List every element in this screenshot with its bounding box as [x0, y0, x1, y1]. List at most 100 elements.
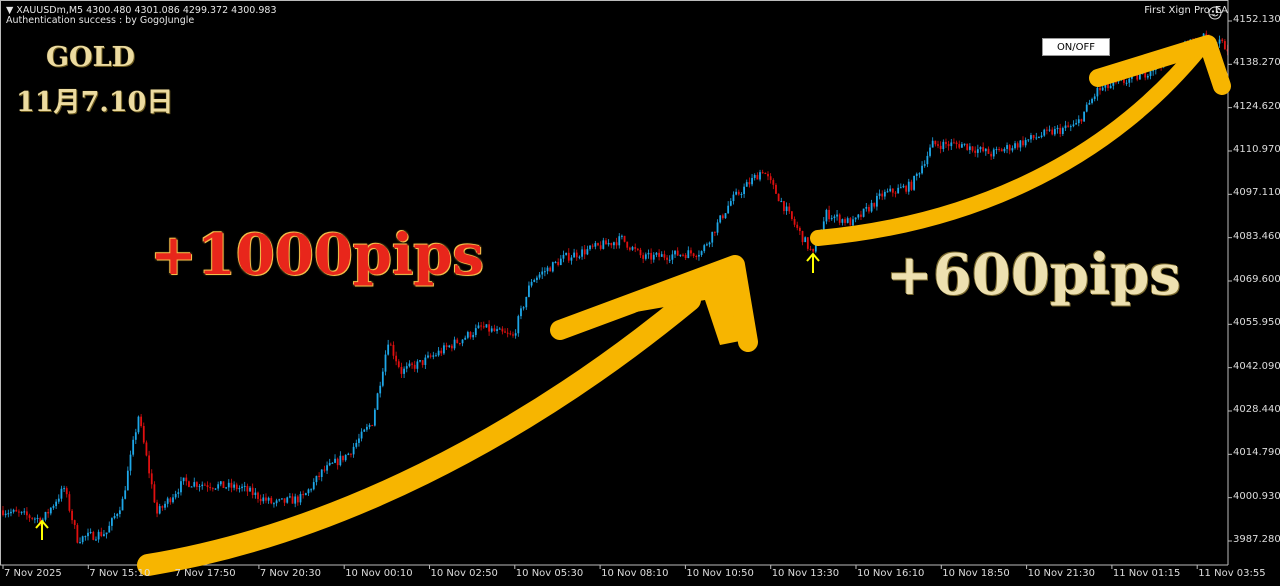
candle [1000, 149, 1003, 152]
candle [846, 218, 849, 223]
candle [684, 254, 687, 259]
candle [894, 192, 897, 194]
candle [148, 455, 150, 474]
candle [23, 511, 26, 513]
candle [796, 224, 799, 228]
candle [1083, 111, 1085, 122]
candles [2, 30, 1229, 545]
candle [870, 202, 873, 212]
candle [39, 517, 42, 524]
candle [1128, 78, 1131, 83]
candle [1091, 98, 1093, 103]
candle [530, 281, 533, 286]
candle [844, 219, 846, 223]
candle [724, 213, 727, 219]
candle [533, 279, 536, 282]
axis-ticks [2, 20, 1232, 569]
candle [387, 344, 390, 355]
candle [703, 245, 706, 252]
candle [961, 144, 963, 148]
candle [355, 442, 358, 447]
candle [366, 426, 368, 430]
trend-arrow-1 [137, 255, 758, 576]
candle [288, 496, 291, 498]
candle [785, 206, 788, 212]
candle [424, 357, 427, 365]
candle [838, 214, 841, 223]
candle [788, 206, 791, 212]
candle [650, 252, 653, 260]
candle [235, 484, 238, 490]
candle [421, 360, 424, 365]
candle [621, 235, 623, 237]
candle [551, 262, 554, 272]
candle [1030, 135, 1032, 140]
candle [432, 355, 435, 357]
candle [809, 248, 812, 250]
candle [352, 446, 355, 455]
candle [1223, 41, 1226, 50]
candle [950, 142, 953, 147]
candle [76, 525, 79, 543]
candle [732, 194, 735, 202]
candle [379, 385, 382, 394]
candle [541, 271, 544, 275]
price-tick-label: 4042.090 [1233, 360, 1280, 372]
candle [273, 503, 275, 505]
candle [536, 277, 538, 280]
candle [881, 193, 884, 197]
onoff-button[interactable]: ON/OFF [1042, 38, 1110, 56]
gain-label-1: +1000pips [150, 222, 484, 288]
candle [623, 235, 626, 242]
candle [655, 252, 658, 255]
candle [262, 497, 265, 502]
candle [140, 416, 143, 427]
candle [713, 231, 716, 233]
candle [137, 416, 140, 433]
candle [121, 498, 124, 511]
candle [124, 490, 127, 499]
candle [105, 532, 108, 535]
candle [334, 458, 336, 463]
candle [854, 217, 857, 220]
candle [801, 231, 804, 243]
candle [182, 477, 185, 482]
candle [700, 251, 703, 255]
candle [613, 242, 615, 246]
candle [60, 488, 63, 499]
candle [708, 242, 711, 245]
candle [360, 431, 363, 439]
candle [628, 247, 631, 250]
candle [249, 487, 251, 492]
candle [299, 493, 302, 503]
candle [748, 182, 751, 185]
candle [1008, 145, 1011, 151]
candle [607, 242, 610, 245]
candle [1032, 135, 1035, 138]
price-tick-label: 4000.930 [1233, 490, 1280, 502]
candle [947, 144, 950, 147]
candle [591, 245, 594, 247]
candle [1016, 143, 1019, 148]
candle [1096, 87, 1099, 97]
candle [1112, 81, 1115, 86]
candle [52, 506, 55, 508]
candle [695, 255, 698, 257]
candle [1136, 73, 1139, 80]
candle [889, 188, 892, 192]
candle [1138, 74, 1141, 80]
candle [68, 494, 71, 511]
candle [679, 254, 682, 256]
candle [721, 215, 724, 219]
candle [339, 455, 342, 466]
price-tick-label: 3987.280 [1233, 534, 1280, 545]
symbol-line: XAUUSDm,M5 4300.480 4301.086 4299.372 43… [16, 5, 277, 16]
candle [631, 247, 634, 250]
candle [501, 328, 504, 332]
price-tick-label: 4069.600 [1233, 274, 1280, 285]
candle [937, 144, 939, 146]
candle [12, 509, 15, 512]
candle [10, 511, 12, 514]
candle [828, 209, 830, 220]
